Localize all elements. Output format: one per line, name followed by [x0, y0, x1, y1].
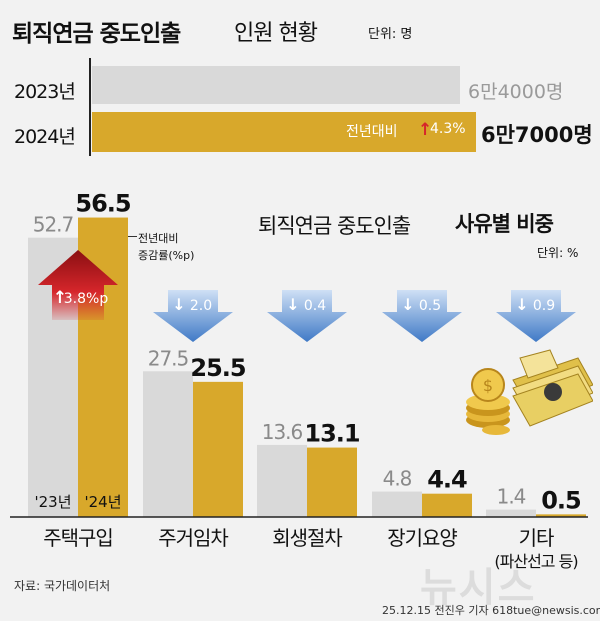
category-label-4: 기타: [519, 526, 554, 550]
category-label-2: 회생절차: [272, 526, 342, 550]
bar-2024-2: [307, 447, 357, 517]
total-bar-2023: [92, 66, 460, 104]
down-arrow-shape-2: [267, 290, 347, 342]
section-title-bold: 사유별 비중: [455, 212, 554, 236]
source: 자료: 국가데이터처: [14, 579, 111, 593]
down-arrow-icon-2: ↓: [286, 295, 299, 314]
category-label-3: 장기요양: [387, 526, 457, 550]
series-label-2023: '23년: [34, 493, 71, 511]
up-arrow-shape-0: [38, 250, 118, 320]
totals-axis: [89, 58, 91, 156]
up-arrow-icon-0: ↑: [53, 288, 67, 308]
down-arrow-shape-3: [382, 290, 462, 342]
total-2024-value: 6만7000명: [481, 123, 593, 147]
value-2024-4: 0.5: [541, 486, 581, 514]
change-label-line1: 전년대비: [138, 232, 179, 245]
banknote-stack-icon: [512, 349, 593, 427]
down-arrow-shape-1: [153, 290, 233, 342]
change-value-4: 0.9: [533, 298, 555, 314]
coin-stack-icon: $: [466, 368, 510, 435]
down-arrow-icon-3: ↓: [401, 295, 414, 314]
value-2024-0: 56.5: [75, 190, 131, 218]
change-value-2: 0.4: [304, 298, 326, 314]
bar-2024-1: [193, 381, 243, 517]
title-rest: 인원 현황: [234, 21, 318, 46]
title-bold: 퇴직연금 중도인출: [12, 21, 181, 47]
section-unit: 단위: %: [537, 246, 579, 260]
bar-2024-3: [422, 493, 472, 517]
bar-2023-4: [486, 509, 536, 517]
year-2024-label: 2024년: [14, 126, 76, 148]
change-value-0: 3.8%p: [64, 291, 109, 307]
down-arrow-icon-4: ↓: [515, 295, 528, 314]
change-value-1: 2.0: [190, 298, 212, 314]
credit: 25.12.15 전진우 기자 618tue@newsis.com: [382, 604, 600, 617]
watermark: 뉴시스: [420, 565, 537, 611]
yoy-value: 4.3%: [430, 121, 466, 137]
value-2023-3: 4.8: [383, 467, 412, 491]
change-value-3: 0.5: [419, 298, 441, 314]
value-2023-2: 13.6: [262, 420, 303, 444]
up-arrow-icon: ↑: [418, 120, 433, 140]
bar-2024-4: [536, 514, 586, 517]
total-bar-2024: 전년대비 ↑ 4.3%: [92, 112, 476, 152]
value-2024-2: 13.1: [304, 420, 360, 448]
total-2023-value: 6만4000명: [468, 81, 564, 103]
value-2023-0: 52.7: [33, 213, 74, 237]
bar-2023-1: [143, 371, 193, 517]
category-label-1: 주거임차: [158, 526, 228, 550]
money-illustration: $: [466, 349, 593, 435]
svg-text:$: $: [483, 376, 493, 395]
value-2023-4: 1.4: [497, 485, 526, 509]
change-label-leader: [128, 236, 137, 237]
year-2023-label: 2023년: [14, 81, 76, 103]
category-label-0: 주택구입: [43, 526, 113, 550]
bar-2023-2: [257, 444, 307, 517]
title-unit: 단위: 명: [368, 27, 413, 42]
value-2023-1: 27.5: [148, 346, 189, 370]
bar-2023-3: [372, 491, 422, 517]
value-2024-3: 4.4: [427, 466, 467, 494]
down-arrow-icon-1: ↓: [172, 295, 185, 314]
value-2024-1: 25.5: [190, 354, 246, 382]
down-arrow-shape-4: [496, 290, 576, 342]
section-title-plain: 퇴직연금 중도인출: [258, 214, 411, 238]
series-label-2024: '24년: [84, 493, 121, 511]
change-label-line2: 증감률(%p): [138, 249, 195, 262]
yoy-text: 전년대비: [346, 124, 398, 140]
category-note: (파산선고 등): [494, 552, 577, 571]
